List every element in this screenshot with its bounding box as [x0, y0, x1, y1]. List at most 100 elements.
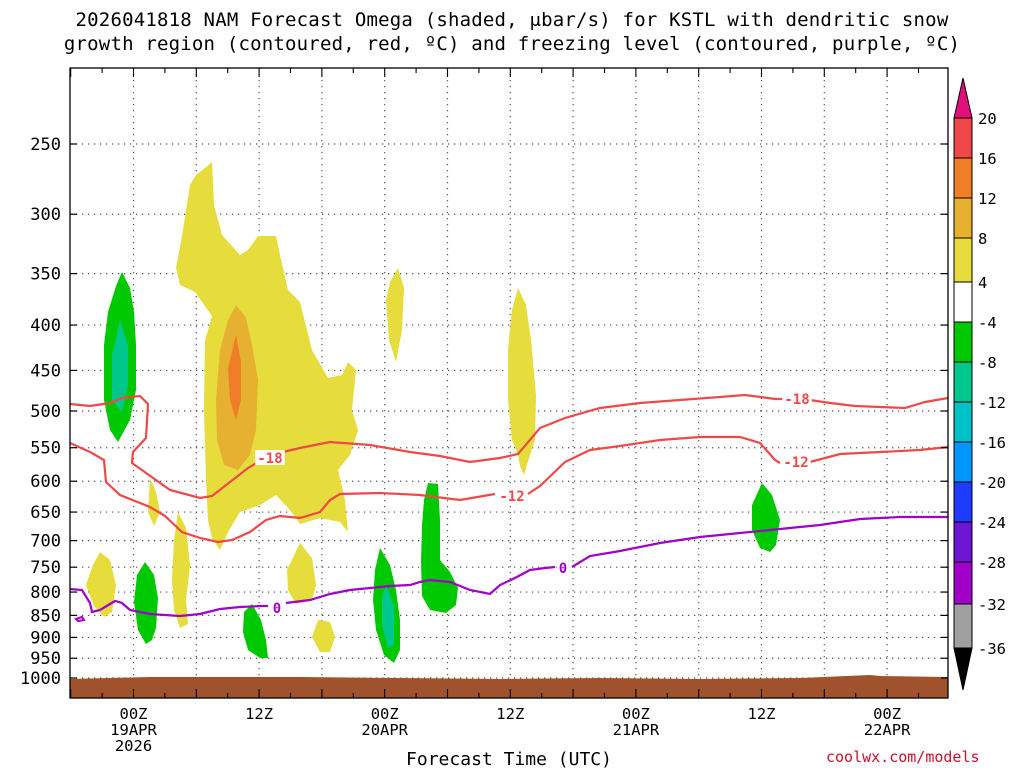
colorbar-label: -32	[978, 596, 1006, 614]
contour-line-zero	[69, 515, 948, 618]
x-tick-label: 00Z	[622, 705, 650, 723]
colorbar-label: -12	[978, 394, 1006, 412]
chart-title-line-1: 2026041818 NAM Forecast Omega (shaded, μ…	[75, 9, 949, 31]
grid	[70, 68, 948, 698]
x-tick-label: 22APR	[864, 721, 911, 739]
y-tick-label: 750	[30, 558, 61, 578]
contour-label: 0	[273, 601, 281, 617]
colorbar-bin	[953, 281, 973, 323]
y-tick-label: 600	[30, 472, 61, 492]
y-tick-label: 700	[30, 532, 61, 552]
colorbar-label: -16	[978, 434, 1006, 452]
colorbar-bin	[953, 481, 973, 523]
colorbar-bin	[953, 361, 973, 403]
colorbar-label: -28	[978, 554, 1006, 572]
omega-positive-region	[287, 543, 316, 604]
contour-line-minus-18	[69, 393, 949, 500]
colorbar-bin	[953, 521, 973, 563]
omega-negative-region	[243, 604, 268, 658]
contour-label: 0	[559, 561, 567, 577]
y-tick-label: 900	[30, 628, 61, 648]
x-tick-label: 21APR	[613, 721, 660, 739]
colorbar-label: -36	[978, 640, 1006, 658]
axes: 2503003504004505005506006507007508008509…	[20, 68, 948, 755]
chart-title-line-2: growth region (contoured, red, ºC) and f…	[63, 33, 961, 55]
y-tick-label: 650	[30, 503, 61, 523]
omega-positive-region	[148, 478, 160, 526]
colorbar-bin	[953, 561, 973, 605]
contour-label-bg	[782, 391, 812, 406]
temperature-contours	[69, 393, 949, 623]
colorbar-bin	[953, 401, 973, 443]
omega-negative-region	[421, 483, 458, 613]
y-tick-label: 350	[30, 265, 61, 285]
colorbar-label: 16	[978, 150, 997, 168]
colorbar-label: 12	[978, 190, 997, 208]
colorbar-bin	[953, 441, 973, 483]
y-tick-label: 300	[30, 205, 61, 225]
y-tick-label: 500	[30, 402, 61, 422]
y-tick-label: 400	[30, 316, 61, 336]
y-tick-label: 450	[30, 361, 61, 381]
x-tick-label: 20APR	[361, 721, 408, 739]
colorbar-bin	[953, 197, 973, 239]
x-tick-label: 00Z	[371, 705, 399, 723]
contour-label: -18	[784, 392, 809, 408]
omega-positive-region	[86, 552, 116, 617]
x-tick-label: 00Z	[120, 705, 148, 723]
colorbar-label: -8	[978, 354, 997, 372]
contour-label-bg	[270, 600, 284, 615]
contour-label: -12	[499, 489, 524, 505]
colorbar-label: -20	[978, 474, 1006, 492]
colorbar-bin	[953, 321, 973, 363]
y-tick-label: 1000	[20, 669, 61, 689]
omega-positive-region	[228, 335, 241, 420]
colorbar-bin	[953, 237, 973, 283]
colorbar: 20 16 12 8 4 -4 -8 -12 -16 -20 -24 -28 -32 -36	[953, 77, 1006, 691]
contour-line-minus-12	[69, 435, 949, 544]
colorbar-bin	[953, 117, 973, 159]
contour-line-zero	[74, 615, 86, 623]
colorbar-label: 4	[978, 274, 987, 292]
y-tick-label: 950	[30, 649, 61, 669]
x-axis-label: Forecast Time (UTC)	[406, 749, 612, 768]
omega-negative-region	[112, 320, 128, 412]
omega-negative-region	[382, 585, 394, 648]
contour-label-bg	[255, 450, 285, 465]
omega-positive-region	[386, 268, 404, 362]
colorbar-label: 8	[978, 230, 987, 248]
omega-negative-region	[752, 483, 780, 552]
colorbar-triangle-bottom	[953, 647, 973, 691]
x-tick-label: 00Z	[873, 705, 901, 723]
y-tick-label: 850	[30, 606, 61, 626]
omega-positive-region	[176, 162, 358, 550]
x-tick-label: 12Z	[748, 705, 776, 723]
colorbar-triangle-top	[953, 77, 973, 119]
x-tick-label: 12Z	[245, 705, 273, 723]
y-tick-label: 250	[30, 135, 61, 155]
colorbar-bin	[953, 603, 973, 649]
plot-frame	[69, 67, 949, 699]
omega-shading	[86, 162, 780, 663]
credit-text: coolwx.com/models	[826, 748, 980, 766]
contour-label: -18	[257, 451, 282, 467]
omega-positive-region	[508, 288, 536, 475]
omega-positive-region	[172, 512, 190, 628]
colorbar-label: -4	[978, 314, 997, 332]
contour-label-bg	[497, 488, 527, 503]
colorbar-label: 20	[978, 110, 997, 128]
x-tick-label: 2026	[115, 737, 152, 755]
x-tick-label: 12Z	[496, 705, 524, 723]
omega-positive-region	[312, 620, 335, 652]
y-tick-label: 550	[30, 439, 61, 459]
contour-label: -12	[783, 455, 808, 471]
omega-negative-region	[134, 562, 158, 644]
terrain	[70, 675, 948, 698]
x-tick-label: 19APR	[110, 721, 157, 739]
y-tick-label: 800	[30, 583, 61, 603]
colorbar-bin	[953, 157, 973, 199]
contour-label-bg	[781, 454, 811, 469]
colorbar-label: -24	[978, 514, 1006, 532]
contour-labels: -18 -18 -12 -12 0 0	[255, 391, 812, 617]
